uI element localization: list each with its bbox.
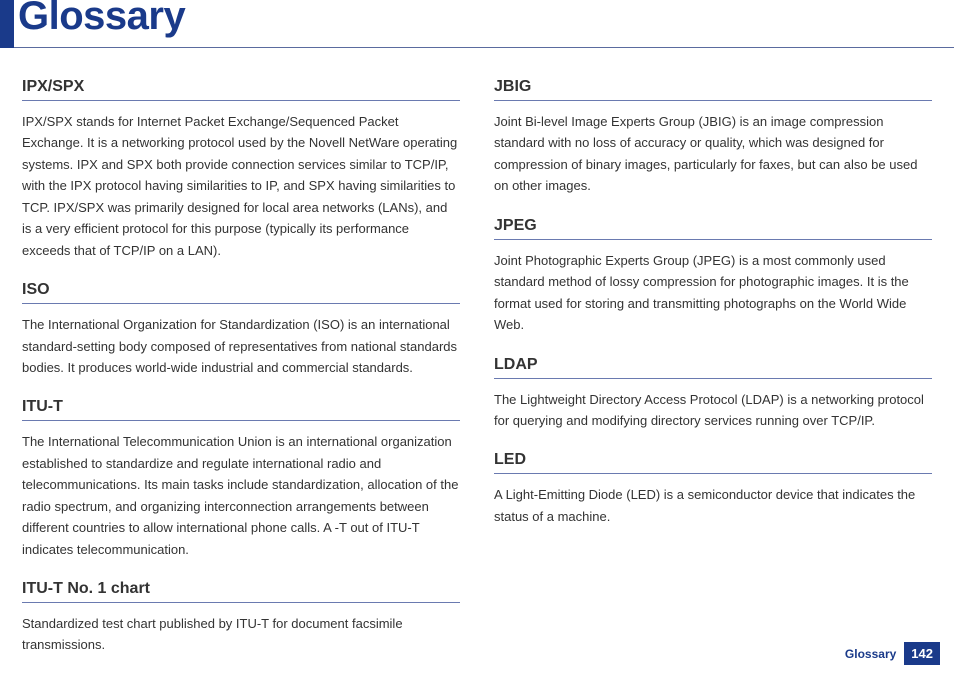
glossary-definition: Joint Photographic Experts Group (JPEG) … bbox=[494, 250, 932, 336]
glossary-term: JBIG bbox=[494, 78, 932, 101]
glossary-definition: Joint Bi-level Image Experts Group (JBIG… bbox=[494, 111, 932, 197]
page-number: 142 bbox=[904, 642, 940, 665]
glossary-term: LED bbox=[494, 451, 932, 474]
glossary-definition: The International Organization for Stand… bbox=[22, 314, 460, 378]
glossary-entry: ITU-T The International Telecommunicatio… bbox=[22, 398, 460, 560]
glossary-term: ISO bbox=[22, 281, 460, 304]
footer-section-label: Glossary bbox=[845, 647, 896, 661]
page-title: Glossary bbox=[18, 0, 185, 39]
page-footer: Glossary 142 bbox=[845, 642, 940, 665]
glossary-definition: A Light-Emitting Diode (LED) is a semico… bbox=[494, 484, 932, 527]
glossary-definition: Standardized test chart published by ITU… bbox=[22, 613, 460, 656]
glossary-term: JPEG bbox=[494, 217, 932, 240]
glossary-entry: LED A Light-Emitting Diode (LED) is a se… bbox=[494, 451, 932, 527]
header-accent bbox=[0, 0, 14, 48]
glossary-entry: ISO The International Organization for S… bbox=[22, 281, 460, 378]
glossary-definition: IPX/SPX stands for Internet Packet Excha… bbox=[22, 111, 460, 261]
glossary-term: LDAP bbox=[494, 356, 932, 379]
right-column: JBIG Joint Bi-level Image Experts Group … bbox=[494, 78, 932, 676]
glossary-entry: JBIG Joint Bi-level Image Experts Group … bbox=[494, 78, 932, 197]
glossary-definition: The Lightweight Directory Access Protoco… bbox=[494, 389, 932, 432]
glossary-term: ITU-T bbox=[22, 398, 460, 421]
left-column: IPX/SPX IPX/SPX stands for Internet Pack… bbox=[22, 78, 460, 676]
glossary-definition: The International Telecommunication Unio… bbox=[22, 431, 460, 560]
glossary-entry: ITU-T No. 1 chart Standardized test char… bbox=[22, 580, 460, 656]
glossary-entry: IPX/SPX IPX/SPX stands for Internet Pack… bbox=[22, 78, 460, 261]
glossary-entry: JPEG Joint Photographic Experts Group (J… bbox=[494, 217, 932, 336]
content-area: IPX/SPX IPX/SPX stands for Internet Pack… bbox=[0, 48, 954, 676]
glossary-entry: LDAP The Lightweight Directory Access Pr… bbox=[494, 356, 932, 432]
header-bar: Glossary bbox=[0, 0, 954, 48]
glossary-term: IPX/SPX bbox=[22, 78, 460, 101]
glossary-term: ITU-T No. 1 chart bbox=[22, 580, 460, 603]
